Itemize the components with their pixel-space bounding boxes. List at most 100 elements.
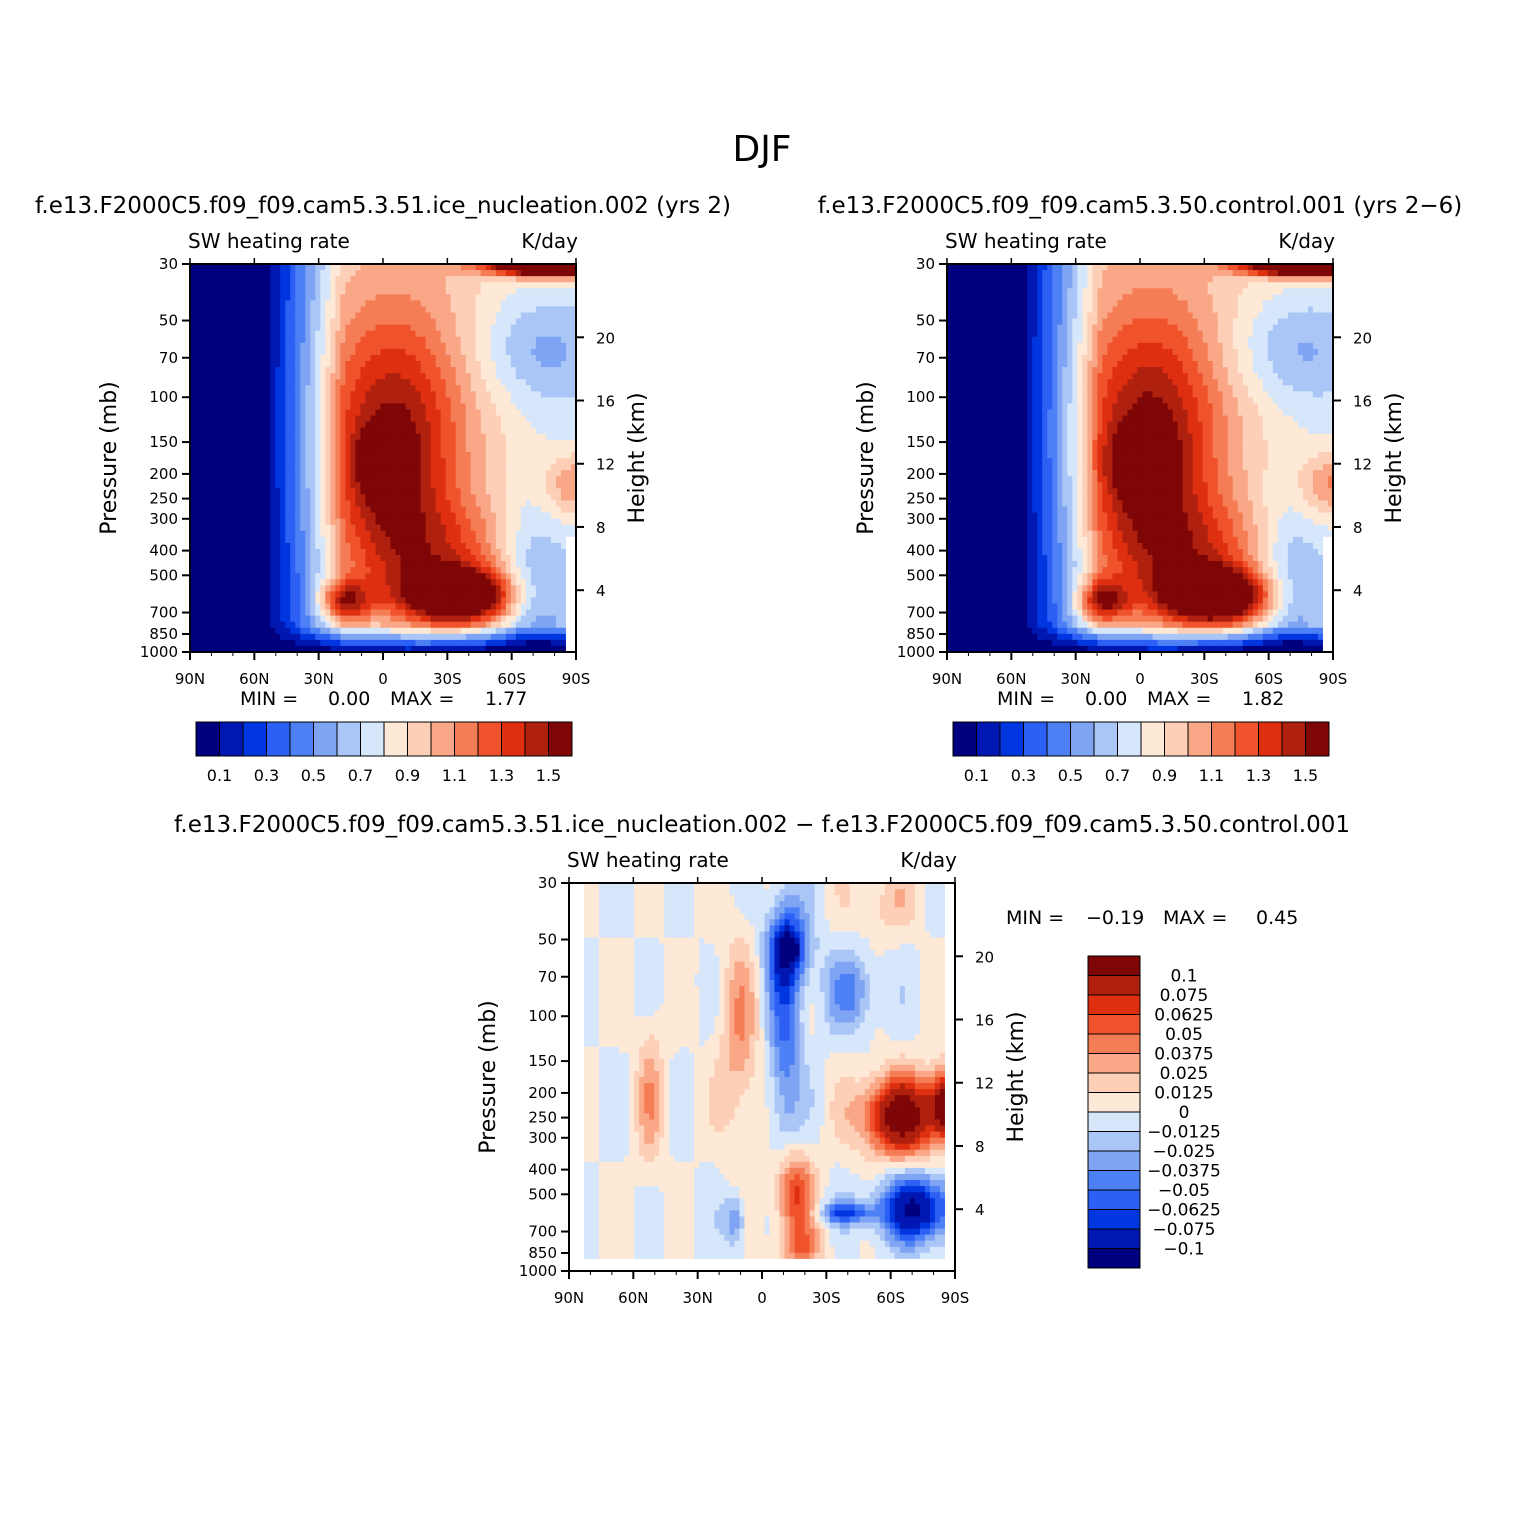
contour-cell xyxy=(255,409,261,417)
contour-cell xyxy=(440,348,447,356)
contour-cell xyxy=(515,324,522,332)
contour-cell xyxy=(350,336,357,344)
contour-cell xyxy=(280,603,286,611)
contour-cell xyxy=(500,342,507,350)
contour-cell xyxy=(485,488,492,495)
contour-cell xyxy=(190,348,196,356)
contour-cell xyxy=(325,294,331,301)
contour-cell xyxy=(500,445,507,453)
contour-cell xyxy=(485,397,492,405)
contour-cell xyxy=(480,645,487,653)
contour-cell xyxy=(240,506,246,514)
contour-cell xyxy=(205,645,211,653)
contour-cell xyxy=(265,555,271,562)
contour-cell xyxy=(315,409,321,417)
contour-cell xyxy=(225,615,231,623)
contour-cell xyxy=(225,645,231,653)
contour-cell xyxy=(260,342,266,350)
contour-cell xyxy=(330,439,336,447)
contour-cell xyxy=(460,597,467,605)
contour-cell xyxy=(510,348,517,356)
contour-cell xyxy=(200,433,206,441)
contour-cell xyxy=(330,300,336,308)
contour-cell xyxy=(535,627,542,635)
contour-cell xyxy=(400,354,407,362)
contour-cell xyxy=(475,330,482,338)
contour-cell xyxy=(230,312,236,320)
contour-cell xyxy=(455,470,462,477)
contour-cell xyxy=(450,530,457,538)
contour-cell xyxy=(375,470,382,477)
contour-cell xyxy=(475,451,482,459)
contour-cell xyxy=(465,597,472,605)
contour-cell xyxy=(570,451,577,459)
contour-cell xyxy=(315,476,321,483)
contour-cell xyxy=(230,506,236,514)
contour-cell xyxy=(500,458,507,465)
contour-cell xyxy=(365,427,372,435)
contour-cell xyxy=(515,506,522,514)
contour-cell xyxy=(565,367,572,374)
contour-cell xyxy=(235,645,241,653)
contour-cell xyxy=(425,391,432,398)
contour-cell xyxy=(385,561,392,568)
contour-cell xyxy=(380,597,387,605)
contour-cell xyxy=(195,415,201,423)
contour-cell xyxy=(350,555,357,562)
contour-cell xyxy=(225,330,231,338)
contour-cell xyxy=(375,476,382,483)
contour-cell xyxy=(565,354,572,362)
contour-cell xyxy=(255,567,261,574)
contour-cell xyxy=(315,542,321,550)
contour-cell xyxy=(380,312,387,320)
x-tick-label: 90S xyxy=(562,670,591,688)
contour-cell xyxy=(230,342,236,350)
contour-cell xyxy=(270,567,276,574)
contour-cell xyxy=(540,627,547,635)
contour-cell xyxy=(470,482,477,489)
contour-cell xyxy=(385,300,392,308)
contour-cell xyxy=(365,482,372,489)
contour-cell xyxy=(560,403,567,411)
contour-cell xyxy=(345,476,352,483)
contour-cell xyxy=(500,451,507,459)
contour-cell xyxy=(290,488,296,495)
contour-cell xyxy=(375,536,382,544)
contour-cell xyxy=(340,542,346,550)
contour-cell xyxy=(565,506,572,514)
contour-cell xyxy=(440,621,447,629)
contour-cell xyxy=(390,555,397,562)
contour-cell xyxy=(190,591,196,599)
contour-cell xyxy=(200,603,206,611)
contour-cell xyxy=(475,445,482,453)
contour-cell xyxy=(335,445,341,453)
contour-cell xyxy=(550,494,557,502)
contour-cell xyxy=(495,330,502,338)
contour-cell xyxy=(270,476,276,483)
contour-cell xyxy=(425,470,432,477)
contour-cell xyxy=(530,482,537,489)
contour-cell xyxy=(430,300,437,308)
contour-cell xyxy=(310,591,316,599)
contour-cell xyxy=(435,433,442,441)
contour-cell xyxy=(205,354,211,362)
contour-cell xyxy=(380,324,387,332)
contour-cell xyxy=(345,645,352,653)
contour-cell xyxy=(215,488,221,495)
contour-cell xyxy=(410,530,417,538)
contour-cell xyxy=(315,318,321,326)
contour-cell xyxy=(200,579,206,586)
contour-cell xyxy=(505,354,512,362)
contour-cell xyxy=(390,579,397,586)
contour-cell xyxy=(485,264,492,271)
contour-cell xyxy=(475,306,482,314)
contour-cell xyxy=(530,391,537,398)
contour-cell xyxy=(520,306,527,314)
contour-cell xyxy=(235,458,241,465)
contour-cell xyxy=(285,639,291,647)
contour-cell xyxy=(480,530,487,538)
contour-cell xyxy=(320,300,326,308)
contour-cell xyxy=(260,621,266,629)
contour-cell xyxy=(280,433,286,441)
contour-cell xyxy=(495,470,502,477)
